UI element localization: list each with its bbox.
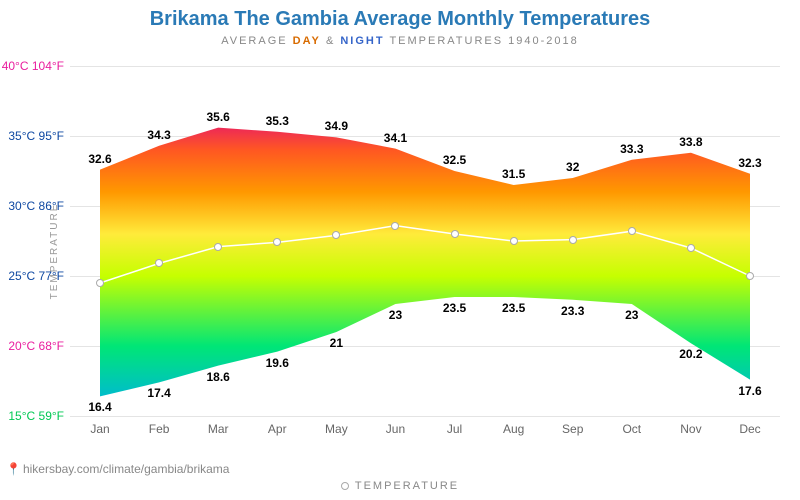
temperature-marker xyxy=(214,243,222,251)
y-tick-label: 15°C 59°F xyxy=(8,409,64,423)
day-temp-label: 35.6 xyxy=(206,110,229,124)
day-temp-label: 32 xyxy=(566,160,579,174)
x-tick-label: Jan xyxy=(90,422,109,436)
subtitle-night: NIGHT xyxy=(340,35,384,47)
day-temp-label: 33.8 xyxy=(679,135,702,149)
day-temp-label: 31.5 xyxy=(502,167,525,181)
temperature-marker xyxy=(332,231,340,239)
x-tick-label: Oct xyxy=(622,422,641,436)
legend-label: TEMPERATURE xyxy=(355,480,459,492)
source-url-text: hikersbay.com/climate/gambia/brikama xyxy=(23,462,230,476)
source-link[interactable]: 📍hikersbay.com/climate/gambia/brikama xyxy=(6,462,229,476)
night-temp-label: 17.4 xyxy=(147,386,170,400)
x-tick-label: Aug xyxy=(503,422,524,436)
night-temp-label: 23.3 xyxy=(561,304,584,318)
subtitle-prefix: AVERAGE xyxy=(221,35,287,47)
x-tick-label: Jul xyxy=(447,422,462,436)
chart-container: TEMPERATURE 15°C 59°F20°C 68°F25°C 77°F3… xyxy=(0,56,800,446)
night-temp-label: 17.6 xyxy=(738,384,761,398)
chart-subtitle: AVERAGE DAY & NIGHT TEMPERATURES 1940-20… xyxy=(0,35,800,47)
x-tick-label: Dec xyxy=(739,422,760,436)
y-axis-label: TEMPERATURE xyxy=(49,203,60,300)
chart-svg xyxy=(70,66,780,416)
night-temp-label: 21 xyxy=(330,336,343,350)
temperature-marker xyxy=(628,227,636,235)
subtitle-day: DAY xyxy=(293,35,321,47)
day-temp-label: 34.1 xyxy=(384,131,407,145)
day-temp-label: 32.6 xyxy=(88,152,111,166)
temperature-marker xyxy=(273,238,281,246)
day-temp-label: 34.9 xyxy=(325,119,348,133)
temperature-marker xyxy=(451,230,459,238)
chart-title: Brikama The Gambia Average Monthly Tempe… xyxy=(0,0,800,31)
subtitle-amp: & xyxy=(326,35,335,47)
day-temp-label: 32.3 xyxy=(738,156,761,170)
temperature-range-area xyxy=(100,128,750,397)
night-temp-label: 16.4 xyxy=(88,400,111,414)
temperature-marker xyxy=(391,222,399,230)
legend-marker-icon xyxy=(341,482,349,490)
y-tick-label: 35°C 95°F xyxy=(8,129,64,143)
night-temp-label: 23.5 xyxy=(502,301,525,315)
day-temp-label: 33.3 xyxy=(620,142,643,156)
day-temp-label: 32.5 xyxy=(443,153,466,167)
day-temp-label: 34.3 xyxy=(147,128,170,142)
legend: TEMPERATURE xyxy=(0,480,800,492)
temperature-marker xyxy=(687,244,695,252)
x-tick-label: Feb xyxy=(149,422,170,436)
night-temp-label: 19.6 xyxy=(266,356,289,370)
night-temp-label: 18.6 xyxy=(206,370,229,384)
x-tick-label: Sep xyxy=(562,422,583,436)
night-temp-label: 20.2 xyxy=(679,347,702,361)
y-tick-label: 40°C 104°F xyxy=(2,59,64,73)
x-tick-label: Mar xyxy=(208,422,229,436)
map-pin-icon: 📍 xyxy=(6,462,21,476)
temperature-marker xyxy=(510,237,518,245)
temperature-marker xyxy=(155,259,163,267)
night-temp-label: 23.5 xyxy=(443,301,466,315)
plot-area: 15°C 59°F20°C 68°F25°C 77°F30°C 86°F35°C… xyxy=(70,66,780,416)
temperature-marker xyxy=(569,236,577,244)
x-tick-label: Apr xyxy=(268,422,287,436)
subtitle-suffix: TEMPERATURES 1940-2018 xyxy=(389,35,578,47)
y-tick-label: 30°C 86°F xyxy=(8,199,64,213)
gridline xyxy=(70,416,780,417)
x-tick-label: Jun xyxy=(386,422,405,436)
night-temp-label: 23 xyxy=(389,308,402,322)
night-temp-label: 23 xyxy=(625,308,638,322)
day-temp-label: 35.3 xyxy=(266,114,289,128)
x-tick-label: Nov xyxy=(680,422,701,436)
x-tick-label: May xyxy=(325,422,348,436)
temperature-marker xyxy=(96,279,104,287)
y-tick-label: 20°C 68°F xyxy=(8,339,64,353)
temperature-marker xyxy=(746,272,754,280)
y-tick-label: 25°C 77°F xyxy=(8,269,64,283)
